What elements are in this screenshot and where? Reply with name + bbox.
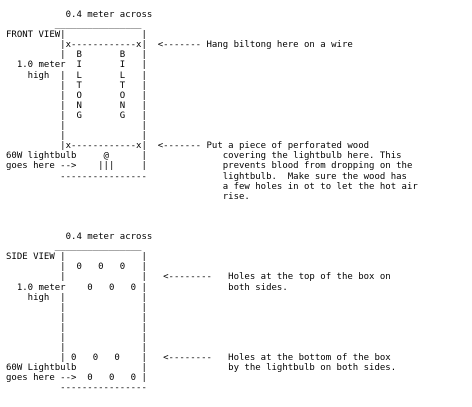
diagram-line: FRONT VIEW| | (6, 30, 147, 41)
diagram-line: goes here --> ||| | prevents blood from … (6, 161, 413, 172)
diagram-line: | B B | (6, 50, 147, 61)
diagram-line: | | (6, 343, 147, 354)
diagram-line: | O O | (6, 90, 147, 101)
diagram-line: | | (6, 302, 147, 313)
diagram-line: | T T | (6, 80, 147, 91)
diagram-line: | | (6, 322, 147, 333)
diagram-line: goes here --> 0 0 0 | (6, 373, 147, 384)
ascii-diagram: 0.4 meter across ________________ FRONT V… (6, 10, 418, 394)
diagram-line: |x------------x| <------- Put a piece of… (6, 141, 370, 152)
diagram-line: 60W lightbulb @ | covering the lightbulb… (6, 151, 402, 162)
diagram-line: ________________ (6, 20, 142, 31)
diagram-line: a few holes in ot to let the hot air (6, 181, 418, 192)
diagram-line (6, 212, 418, 222)
diagram-line: 0.4 meter across (6, 232, 153, 243)
diagram-line: ---------------- lightbulb. Make sure th… (6, 171, 407, 182)
diagram-line: |x------------x| <------- Hang biltong h… (6, 40, 353, 51)
diagram-line: 1.0 meter I I | (6, 60, 147, 71)
diagram-line: | | <-------- Holes at the top of the bo… (6, 272, 391, 283)
diagram-line: 1.0 meter 0 0 0 | both sides. (6, 282, 288, 293)
diagram-line: | N N | (6, 100, 147, 111)
diagram-line (6, 202, 418, 212)
diagram-line: high | | (6, 292, 147, 303)
diagram-line: | 0 0 0 | <-------- Holes at the bottom … (6, 353, 391, 364)
diagram-line: | | (6, 121, 147, 132)
diagram-line: | G G | (6, 110, 147, 121)
diagram-line (6, 222, 418, 232)
diagram-line: | 0 0 0 | (6, 262, 147, 273)
diagram-line: | | (6, 312, 147, 323)
diagram-line: | | (6, 131, 147, 142)
diagram-line: | | (6, 333, 147, 343)
diagram-line: 0.4 meter across (6, 10, 153, 20)
diagram-line: SIDE VIEW | | (6, 252, 147, 263)
diagram-line: rise. (6, 191, 250, 202)
diagram-line: ---------------- (6, 383, 147, 394)
diagram-line: 60W Lightbulb | by the lightbulb on both… (6, 363, 397, 374)
diagram-line: ________________ (6, 242, 142, 253)
diagram-line: high | L L | (6, 70, 147, 81)
